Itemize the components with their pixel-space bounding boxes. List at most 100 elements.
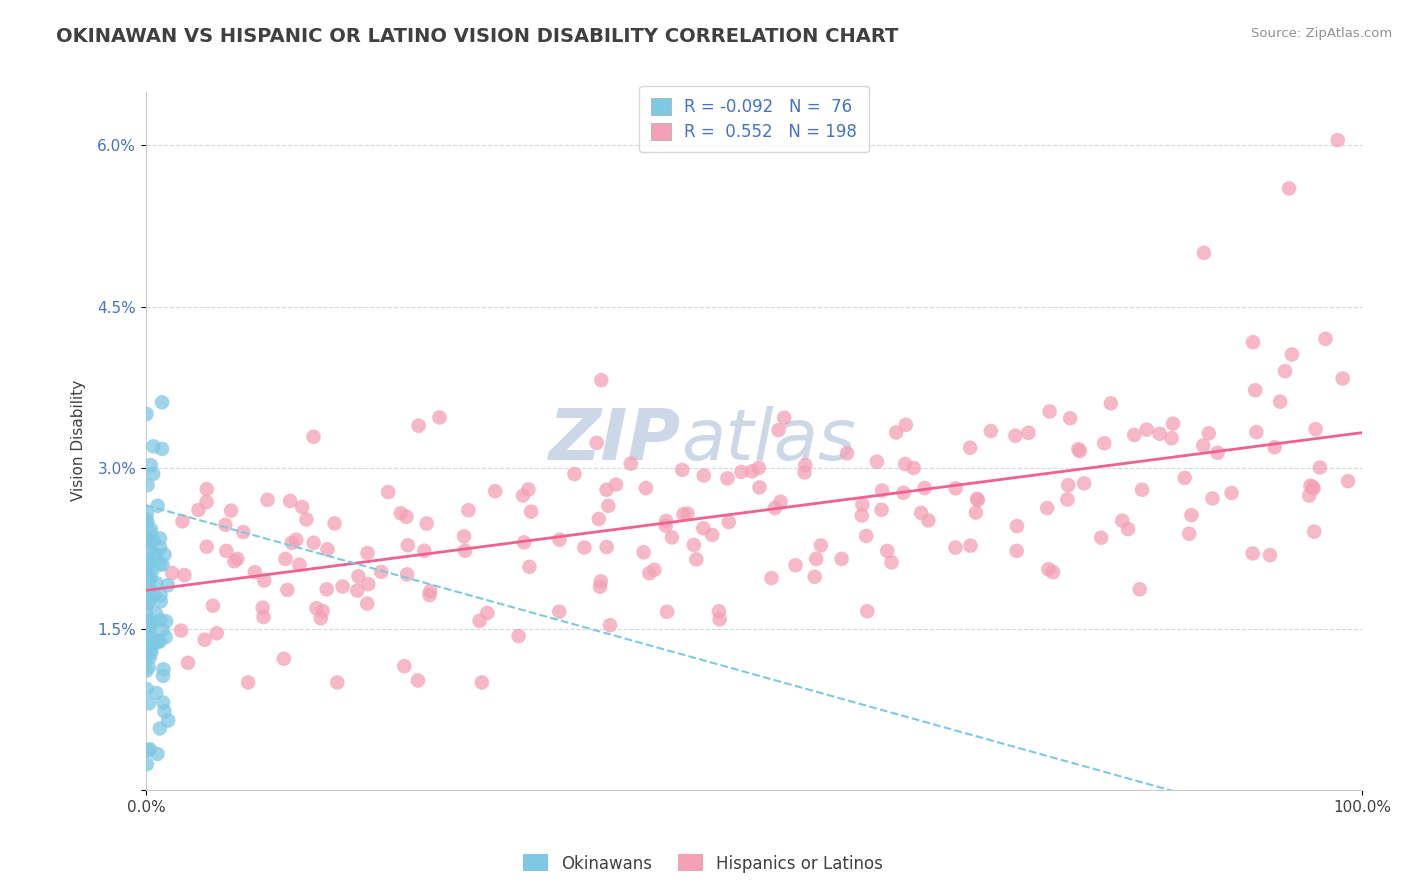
- Point: [773, 410, 796, 425]
- Point: [136, 744, 159, 758]
- Point: [138, 619, 160, 633]
- Legend: R = -0.092   N =  76, R =  0.552   N = 198: R = -0.092 N = 76, R = 0.552 N = 198: [640, 87, 869, 153]
- Point: [136, 478, 159, 492]
- Point: [136, 596, 159, 610]
- Point: [149, 532, 172, 546]
- Point: [155, 630, 177, 644]
- Point: [856, 604, 879, 618]
- Point: [139, 572, 162, 586]
- Point: [143, 547, 166, 561]
- Point: [454, 543, 477, 558]
- Point: [346, 583, 368, 598]
- Point: [585, 435, 607, 450]
- Point: [1059, 411, 1081, 425]
- Point: [548, 605, 571, 619]
- Point: [135, 407, 157, 421]
- Point: [326, 675, 349, 690]
- Point: [1036, 501, 1059, 516]
- Point: [406, 673, 429, 688]
- Point: [453, 529, 475, 543]
- Point: [139, 522, 162, 536]
- Point: [591, 373, 613, 387]
- Point: [152, 558, 174, 572]
- Point: [1244, 383, 1267, 397]
- Point: [1123, 428, 1146, 442]
- Point: [851, 498, 873, 512]
- Point: [419, 584, 441, 599]
- Point: [256, 492, 278, 507]
- Point: [149, 588, 172, 602]
- Point: [139, 639, 162, 653]
- Point: [855, 529, 877, 543]
- Point: [520, 505, 543, 519]
- Point: [1326, 133, 1348, 147]
- Point: [794, 458, 817, 472]
- Point: [136, 558, 159, 573]
- Point: [135, 513, 157, 527]
- Point: [1129, 582, 1152, 597]
- Point: [285, 533, 308, 547]
- Point: [139, 458, 162, 472]
- Point: [156, 578, 179, 592]
- Point: [716, 471, 738, 485]
- Point: [288, 558, 311, 572]
- Point: [707, 604, 730, 618]
- Point: [803, 570, 825, 584]
- Point: [671, 463, 693, 477]
- Point: [870, 483, 893, 498]
- Point: [508, 629, 530, 643]
- Point: [761, 571, 783, 585]
- Point: [1161, 417, 1184, 431]
- Point: [138, 596, 160, 610]
- Point: [1160, 431, 1182, 445]
- Point: [418, 588, 440, 602]
- Point: [966, 491, 988, 506]
- Point: [302, 430, 325, 444]
- Point: [195, 495, 218, 509]
- Point: [763, 501, 786, 516]
- Point: [1268, 394, 1291, 409]
- Point: [136, 515, 159, 529]
- Point: [1264, 440, 1286, 454]
- Point: [1302, 480, 1324, 494]
- Point: [173, 568, 195, 582]
- Point: [917, 513, 939, 527]
- Point: [1099, 396, 1122, 410]
- Point: [1004, 429, 1026, 443]
- Point: [377, 485, 399, 500]
- Text: ZIP: ZIP: [548, 406, 681, 475]
- Point: [884, 425, 907, 440]
- Point: [356, 597, 378, 611]
- Point: [302, 535, 325, 549]
- Point: [152, 669, 174, 683]
- Point: [477, 606, 499, 620]
- Point: [1241, 335, 1264, 350]
- Point: [894, 417, 917, 432]
- Point: [305, 601, 328, 615]
- Point: [1038, 562, 1060, 576]
- Point: [661, 530, 683, 544]
- Point: [548, 533, 571, 547]
- Point: [866, 455, 889, 469]
- Point: [693, 468, 716, 483]
- Point: [395, 567, 418, 582]
- Point: [136, 642, 159, 657]
- Point: [574, 541, 596, 555]
- Point: [138, 697, 160, 711]
- Point: [893, 485, 915, 500]
- Point: [394, 659, 416, 673]
- Point: [1005, 519, 1028, 533]
- Point: [589, 574, 612, 589]
- Point: [138, 660, 160, 674]
- Point: [150, 442, 173, 456]
- Point: [1309, 460, 1331, 475]
- Point: [1258, 548, 1281, 562]
- Point: [138, 532, 160, 546]
- Point: [138, 582, 160, 596]
- Point: [471, 675, 494, 690]
- Point: [139, 742, 162, 756]
- Point: [903, 461, 925, 475]
- Point: [1130, 483, 1153, 497]
- Point: [959, 539, 981, 553]
- Point: [136, 507, 159, 521]
